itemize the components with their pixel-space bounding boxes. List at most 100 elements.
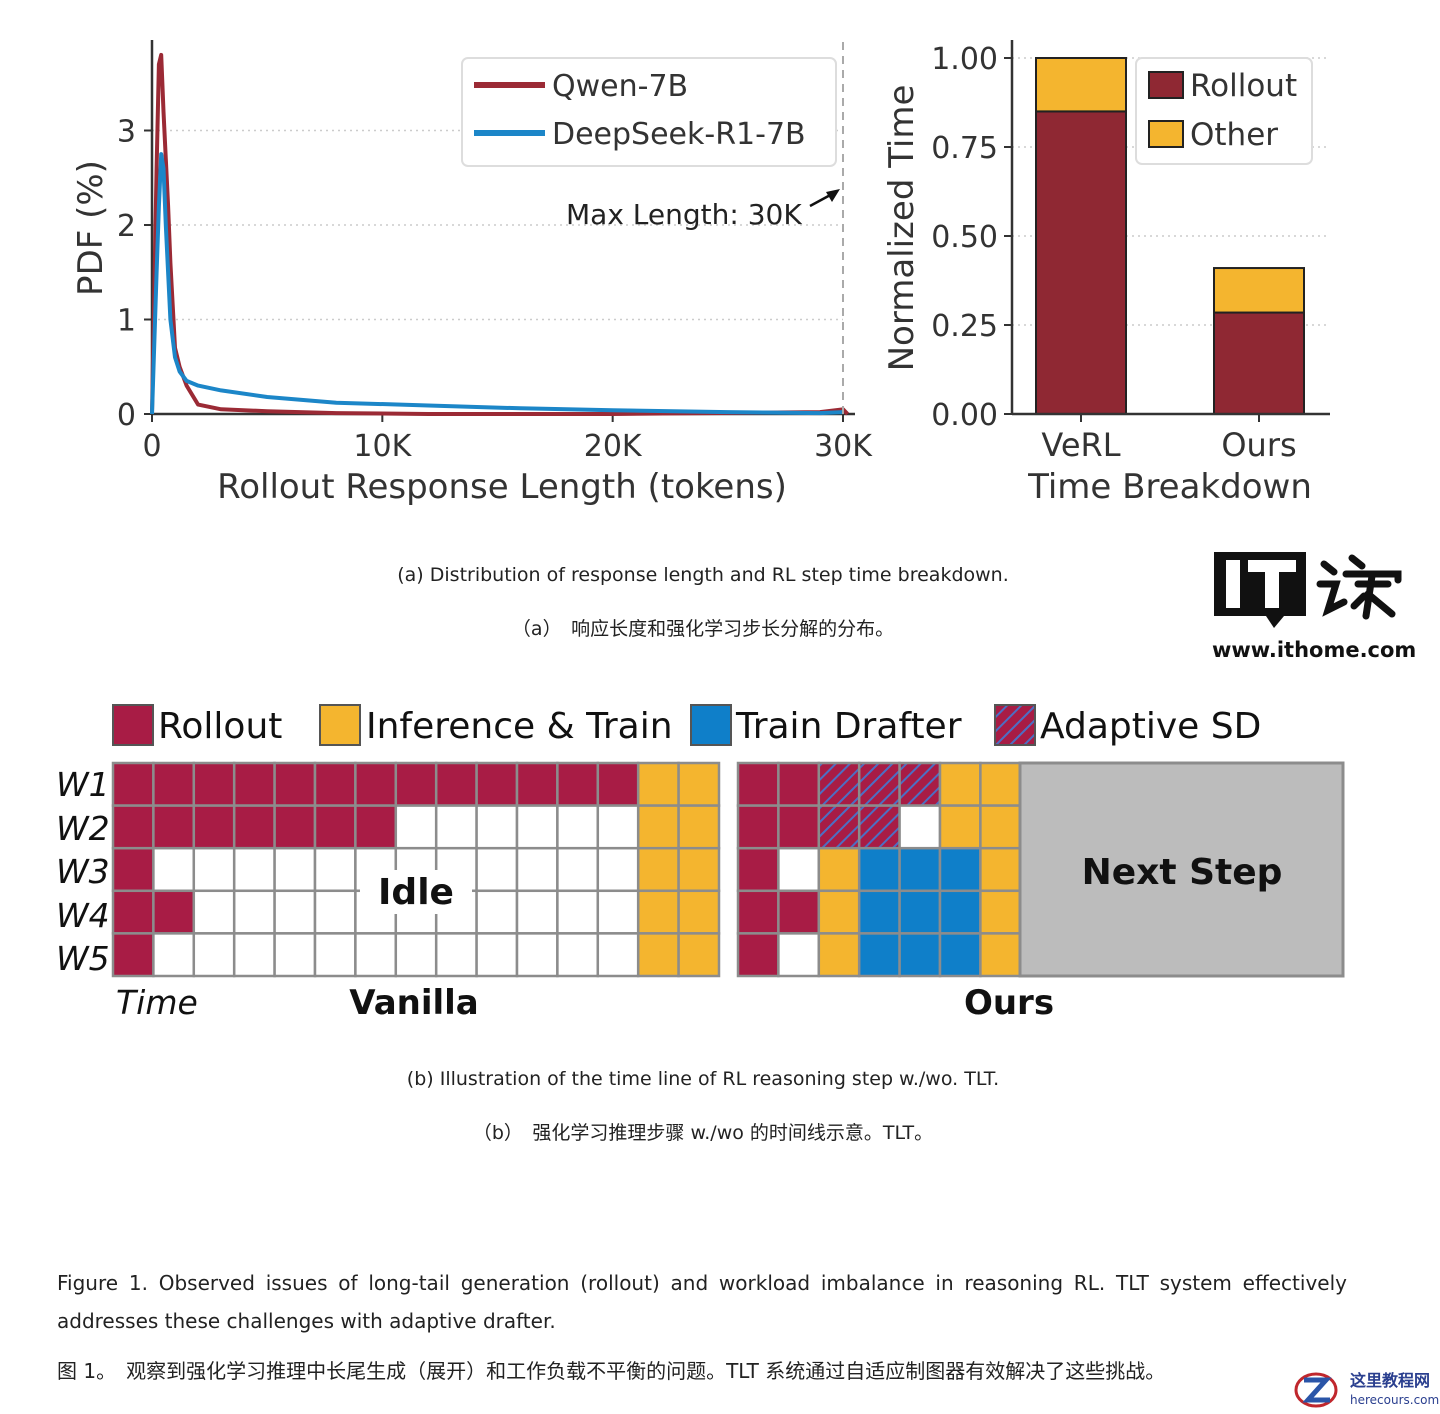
vanilla-rollout-cell [273, 804, 317, 850]
pdf-x-tick-label: 0 [142, 429, 161, 464]
ours-infer-cell [938, 804, 982, 850]
time-label: Time [116, 983, 198, 1022]
bar-segment-rollout-ours [1213, 311, 1305, 416]
worker-label-w2: W2 [56, 809, 110, 848]
ours-infer-cell [979, 932, 1023, 978]
bar-y-tick-label: 0.50 [931, 220, 998, 255]
ours-drafter-cell [898, 932, 942, 978]
vanilla-idle-cell [273, 846, 317, 893]
ours-rollout-cell [777, 761, 821, 807]
vanilla-rollout-cell [192, 804, 236, 850]
vanilla-infer-cell [677, 804, 721, 850]
ours-drafter-cell [938, 846, 982, 893]
vanilla-rollout-cell [434, 761, 478, 807]
ours-drafter-cell [857, 889, 901, 935]
ithome-logo [1212, 550, 1412, 634]
ours-adaptive-sd-cell [898, 761, 942, 807]
pdf-x-tick-label: 20K [584, 429, 643, 464]
worker-label-w4: W4 [56, 896, 110, 935]
ours-drafter-cell [898, 889, 942, 935]
ours-infer-cell [938, 761, 982, 807]
vanilla-rollout-cell [475, 761, 519, 807]
vanilla-idle-cell [232, 889, 276, 935]
vanilla-idle-cell [192, 889, 236, 935]
idle-label: Idle [378, 872, 454, 913]
caption-b-chinese: （b） 强化学习推理步骤 w./wo 的时间线示意。TLT。 [472, 1122, 934, 1144]
vanilla-idle-cell [434, 932, 478, 978]
vanilla-idle-cell [192, 846, 236, 893]
ours-rollout-cell [736, 889, 780, 935]
ours-adaptive-sd-cell [857, 804, 901, 850]
figure-caption-chinese: 图 1。 观察到强化学习推理中长尾生成（展开）和工作负载不平衡的问题。TLT 系… [57, 1359, 1166, 1383]
series-line-deepseek [150, 152, 844, 416]
legend-swatch-tl-rollout [112, 704, 154, 746]
vanilla-rollout-cell [313, 804, 357, 850]
vanilla-rollout-cell [111, 804, 155, 850]
legend-label-other: Other [1190, 117, 1278, 153]
vanilla-idle-cell [556, 846, 600, 893]
vanilla-idle-cell [475, 889, 519, 935]
vanilla-rollout-cell [152, 761, 196, 807]
vanilla-infer-cell [677, 889, 721, 935]
pdf-legend: Qwen-7B DeepSeek-R1-7B [461, 57, 837, 167]
bar-legend: Rollout Other [1135, 57, 1313, 165]
bar-segment-rollout-verl [1035, 110, 1127, 416]
max-length-arrowhead [826, 189, 840, 202]
vanilla-rollout-cell [313, 761, 357, 807]
ours-rollout-cell [736, 846, 780, 893]
vanilla-timeline-grid [111, 761, 721, 978]
vanilla-idle-cell [273, 889, 317, 935]
pdf-series-lines [150, 52, 850, 416]
vanilla-rollout-cell [596, 761, 640, 807]
vanilla-infer-cell [636, 889, 680, 935]
vanilla-idle-cell [596, 932, 640, 978]
vanilla-idle-cell [232, 846, 276, 893]
herecours-url: herecours.com [1350, 1393, 1439, 1407]
pdf-gridlines [152, 129, 843, 321]
ours-infer-cell [817, 889, 861, 935]
pdf-y-tick-label: 3 [117, 115, 136, 150]
worker-labels: W1 W2 W3 W4 W5 [56, 765, 110, 978]
ours-adaptive-sd-cell [857, 761, 901, 807]
bar-y-axis-label: Normalized Time [882, 85, 922, 372]
time-breakdown-bar-chart: 0.00 0.25 0.50 0.75 1.00 VeRL Ours Time Breakd… [882, 40, 1330, 507]
next-step-block [1018, 761, 1345, 978]
ours-drafter-cell [938, 889, 982, 935]
worker-label-w5: W5 [56, 939, 110, 978]
figure-caption-english: Figure 1. Observed issues of long-tail g… [57, 1271, 1347, 1333]
herecours-watermark: 这里教程网 herecours.com [1292, 1366, 1440, 1414]
vanilla-idle-cell [475, 804, 519, 850]
legend-label-tl-infer: Inference & Train [366, 706, 673, 747]
idle-label-backdrop [360, 870, 472, 914]
pdf-y-tick-label: 2 [117, 209, 136, 244]
legend-label-qwen: Qwen-7B [552, 69, 688, 104]
vanilla-rollout-cell [556, 761, 600, 807]
vanilla-idle-cell [152, 846, 196, 893]
vanilla-idle-cell [515, 846, 559, 893]
vanilla-idle-cell [515, 804, 559, 850]
ours-rollout-cell [777, 889, 821, 935]
pdf-y-tick-label: 0 [117, 398, 136, 433]
caption-a-english: (a) Distribution of response length and … [397, 564, 1009, 586]
pdf-tick-labels: 0 1 2 3 0 10K 20K 30K [117, 115, 873, 465]
vanilla-idle-cell [434, 804, 478, 850]
vanilla-rollout-cell [232, 804, 276, 850]
legend-label-tl-rollout: Rollout [158, 706, 282, 747]
legend-swatch-other [1148, 120, 1184, 148]
next-step-label: Next Step [1082, 852, 1283, 893]
vanilla-infer-cell [677, 846, 721, 893]
vanilla-idle-cell [556, 932, 600, 978]
bar-x-axis-label: Time Breakdown [1027, 467, 1312, 507]
ours-idle-cell [777, 932, 821, 978]
ours-rollout-cell [736, 932, 780, 978]
caption-a-chinese: （a） 响应长度和强化学习步长分解的分布。 [511, 618, 895, 640]
vanilla-infer-cell [677, 932, 721, 978]
ours-rollout-cell [777, 804, 821, 850]
vanilla-rollout-cell [232, 761, 276, 807]
ours-idle-cell [777, 846, 821, 893]
vanilla-idle-cell [515, 932, 559, 978]
vanilla-rollout-cell [111, 846, 155, 893]
ours-drafter-cell [938, 932, 982, 978]
vanilla-rollout-cell [111, 761, 155, 807]
vanilla-idle-cell [475, 846, 519, 893]
